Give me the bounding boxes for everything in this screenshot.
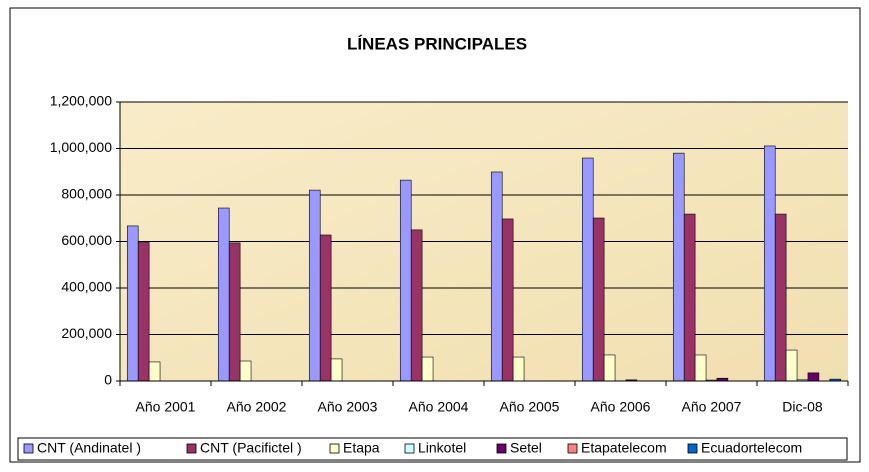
y-tick-label: 0 xyxy=(104,372,112,388)
chart-title: LÍNEAS PRINCIPALES xyxy=(347,34,527,53)
y-tick-label: 800,000 xyxy=(61,186,112,202)
x-tick-label: Año 2003 xyxy=(318,399,378,415)
bar xyxy=(137,241,150,382)
legend-swatch xyxy=(329,443,340,454)
bar xyxy=(501,218,514,382)
bar xyxy=(308,189,321,382)
legend-swatch xyxy=(687,443,698,454)
bar xyxy=(581,157,594,382)
bar xyxy=(785,349,798,382)
bar xyxy=(148,361,161,382)
bar xyxy=(774,213,787,382)
legend-label: Linkotel xyxy=(418,440,466,456)
x-tick-label: Año 2007 xyxy=(682,399,742,415)
y-tick-label: 200,000 xyxy=(61,325,112,341)
legend-swatch xyxy=(404,443,415,454)
bar xyxy=(217,207,230,382)
y-tick-label: 600,000 xyxy=(61,232,112,248)
x-tick-label: Año 2006 xyxy=(591,399,651,415)
legend-label: Etapatelecom xyxy=(581,440,667,456)
bar xyxy=(683,213,696,382)
legend-box xyxy=(17,437,848,461)
y-tick-label: 400,000 xyxy=(61,279,112,295)
legend-swatch xyxy=(496,443,507,454)
bar xyxy=(603,354,616,382)
legend-label: Etapa xyxy=(343,440,380,456)
bar xyxy=(421,356,434,382)
legend-label: CNT (Andinatel ) xyxy=(37,440,141,456)
bar xyxy=(694,354,707,382)
legend-swatch xyxy=(567,443,578,454)
x-tick-label: Año 2005 xyxy=(500,399,560,415)
x-tick-label: Año 2002 xyxy=(227,399,287,415)
legend-label: Setel xyxy=(510,440,542,456)
legend-swatch xyxy=(23,443,34,454)
y-tick-label: 1,200,000 xyxy=(50,93,112,109)
bar xyxy=(490,171,503,382)
x-tick-label: Año 2004 xyxy=(409,399,469,415)
bar xyxy=(126,225,139,382)
bar xyxy=(672,152,685,382)
bar xyxy=(410,229,423,382)
bar xyxy=(228,242,241,382)
legend-label: Ecuadortelecom xyxy=(701,440,802,456)
x-tick-label: Año 2001 xyxy=(136,399,196,415)
bar xyxy=(330,358,343,382)
bar xyxy=(592,217,605,382)
y-tick-label: 1,000,000 xyxy=(50,139,112,155)
x-tick-label: Dic-08 xyxy=(782,399,823,415)
bar xyxy=(239,360,252,382)
legend-label: CNT (Pacifictel ) xyxy=(200,440,302,456)
bar xyxy=(512,356,525,382)
bar xyxy=(319,234,332,382)
bar xyxy=(807,372,820,382)
legend-swatch xyxy=(186,443,197,454)
bar xyxy=(399,179,412,382)
bar xyxy=(763,145,776,382)
